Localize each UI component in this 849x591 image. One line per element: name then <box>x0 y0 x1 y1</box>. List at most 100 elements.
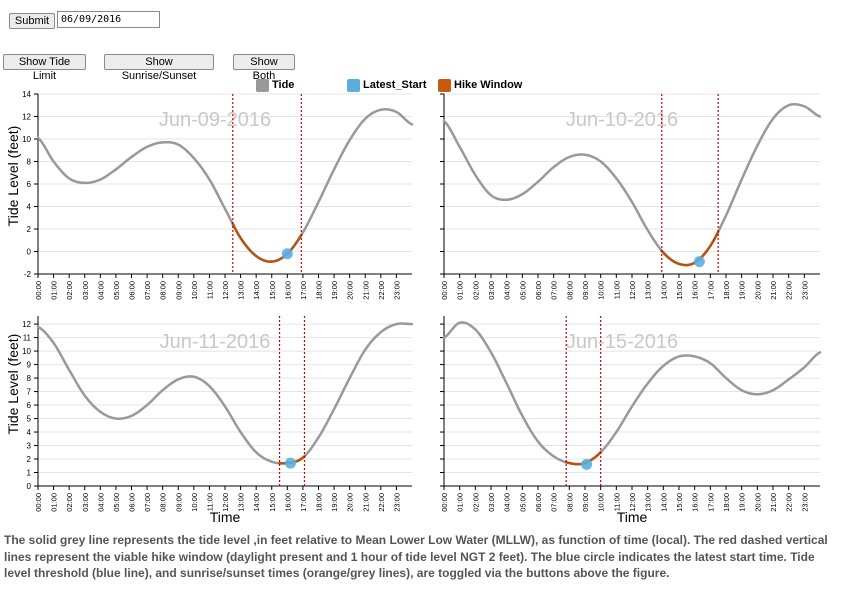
panel-date-title: Jun-15-2016 <box>566 331 678 353</box>
x-tick-label: 01:00 <box>50 281 59 300</box>
date-input[interactable] <box>57 11 160 28</box>
legend-item-hike-window: Hike Window <box>438 76 522 94</box>
x-tick-label: 19:00 <box>738 281 747 300</box>
x-tick-label: 08:00 <box>159 493 168 512</box>
x-tick-label: 20:00 <box>346 281 355 300</box>
x-tick-label: 02:00 <box>471 493 480 512</box>
show-tide-limit-button[interactable]: Show Tide Limit <box>3 54 86 82</box>
y-axis-label: Tide Level (feet) <box>5 126 21 227</box>
y-tick-label: 12 <box>22 113 31 122</box>
x-tick-label: 20:00 <box>346 493 355 512</box>
x-tick-label: 12:00 <box>628 281 637 300</box>
show-both-button[interactable]: Show Both <box>233 54 295 82</box>
x-tick-label: 08:00 <box>565 493 574 512</box>
x-tick-label: 21:00 <box>769 493 778 512</box>
x-tick-label: 11:00 <box>612 493 621 511</box>
x-tick-label: 08:00 <box>159 281 168 300</box>
y-tick-label: 6 <box>27 401 32 410</box>
y-tick-label: 8 <box>27 374 32 383</box>
x-tick-label: 11:00 <box>205 493 214 511</box>
x-tick-label: 18:00 <box>722 493 731 512</box>
x-axis-label: Time <box>210 509 241 525</box>
x-tick-label: 15:00 <box>268 493 277 512</box>
y-tick-label: 14 <box>22 90 31 99</box>
x-tick-label: 02:00 <box>65 493 74 512</box>
x-tick-label: 21:00 <box>361 281 370 300</box>
x-tick-label: 00:00 <box>34 281 43 300</box>
x-tick-label: 22:00 <box>377 493 386 512</box>
y-tick-label: 2 <box>27 455 32 464</box>
x-tick-label: 07:00 <box>143 493 152 512</box>
x-tick-label: 15:00 <box>675 493 684 512</box>
x-tick-label: 14:00 <box>659 493 668 512</box>
legend-item-tide: Tide <box>256 76 294 94</box>
x-tick-label: 05:00 <box>518 281 527 300</box>
legend-swatch-hike-window <box>438 78 451 92</box>
x-tick-label: 05:00 <box>112 281 121 300</box>
x-tick-label: 00:00 <box>34 493 43 512</box>
show-sunrise-sunset-button[interactable]: Show Sunrise/Sunset <box>104 54 214 82</box>
x-axis-label: Time <box>617 509 648 525</box>
x-tick-label: 00:00 <box>440 281 449 300</box>
x-tick-label: 01:00 <box>456 493 465 512</box>
x-tick-label: 01:00 <box>456 281 465 300</box>
y-tick-label: 7 <box>27 388 32 397</box>
y-tick-label: 2 <box>27 225 32 234</box>
x-tick-label: 09:00 <box>174 493 183 512</box>
x-tick-label: 03:00 <box>487 493 496 512</box>
x-tick-label: 07:00 <box>550 493 559 512</box>
legend-label: Hike Window <box>454 79 523 91</box>
y-tick-label: 0 <box>27 248 32 257</box>
tide-line <box>442 321 822 466</box>
y-tick-label: 8 <box>27 158 32 167</box>
x-tick-label: 14:00 <box>252 281 261 300</box>
x-tick-label: 22:00 <box>785 281 794 300</box>
hike-window-line <box>660 230 720 267</box>
y-tick-label: 0 <box>27 482 32 491</box>
x-tick-label: 09:00 <box>581 281 590 300</box>
x-tick-label: 14:00 <box>252 493 261 512</box>
x-tick-label: 20:00 <box>753 493 762 512</box>
legend-swatch-latest-start <box>347 78 360 92</box>
y-tick-label: 4 <box>27 428 32 437</box>
latest-start-marker <box>693 256 705 268</box>
x-tick-label: 14:00 <box>659 281 668 300</box>
x-tick-label: 04:00 <box>96 493 105 512</box>
x-tick-label: 06:00 <box>128 493 137 512</box>
x-tick-label: 10:00 <box>597 281 606 300</box>
latest-start-marker <box>581 458 593 470</box>
y-tick-label: 5 <box>27 415 32 424</box>
x-tick-label: 12:00 <box>221 281 230 300</box>
y-tick-label: 3 <box>27 442 32 451</box>
x-tick-label: 12:00 <box>628 493 637 512</box>
x-tick-label: 18:00 <box>722 281 731 300</box>
y-tick-label: -2 <box>24 270 32 279</box>
y-tick-label: 6 <box>27 180 32 189</box>
x-tick-label: 01:00 <box>50 493 59 512</box>
y-tick-label: 12 <box>22 320 31 329</box>
y-tick-label: 9 <box>27 361 32 370</box>
legend-swatch-tide <box>256 78 269 92</box>
x-tick-label: 17:00 <box>706 493 715 512</box>
x-tick-label: 03:00 <box>487 281 496 300</box>
x-tick-label: 15:00 <box>268 281 277 300</box>
x-tick-label: 02:00 <box>471 281 480 300</box>
x-tick-label: 23:00 <box>800 493 809 512</box>
x-tick-label: 16:00 <box>691 281 700 300</box>
submit-button[interactable]: Submit <box>9 13 55 29</box>
x-tick-label: 16:00 <box>691 493 700 512</box>
x-tick-label: 00:00 <box>440 493 449 512</box>
x-tick-label: 23:00 <box>392 281 401 300</box>
panel-date-title: Jun-10-2016 <box>566 109 678 131</box>
x-tick-label: 06:00 <box>534 493 543 512</box>
panel-date-title: Jun-09-2016 <box>159 109 271 131</box>
x-tick-label: 22:00 <box>785 493 794 512</box>
tide-line <box>36 322 414 465</box>
x-tick-label: 08:00 <box>565 281 574 300</box>
x-tick-label: 09:00 <box>581 493 590 512</box>
x-tick-label: 11:00 <box>612 281 621 299</box>
x-tick-label: 04:00 <box>503 493 512 512</box>
latest-start-marker <box>284 457 296 469</box>
x-tick-label: 17:00 <box>299 281 308 300</box>
